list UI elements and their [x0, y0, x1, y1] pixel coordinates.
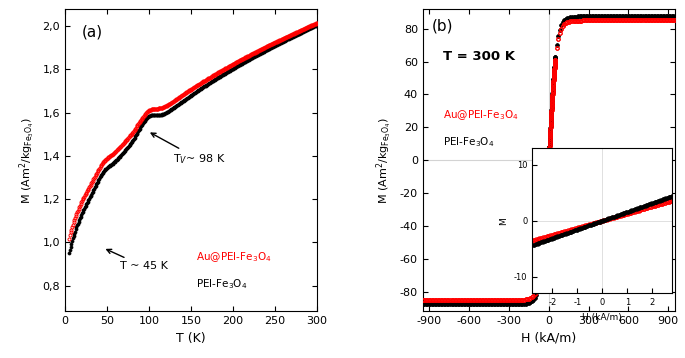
Text: (b): (b) [432, 18, 453, 33]
Text: (a): (a) [82, 24, 103, 39]
Y-axis label: M (Am$^2$/kg$_{\mathregular{Fe_3O_4}}$): M (Am$^2$/kg$_{\mathregular{Fe_3O_4}}$) [375, 117, 395, 204]
X-axis label: H (kA/m): H (kA/m) [521, 332, 576, 345]
X-axis label: T (K): T (K) [176, 332, 206, 345]
Text: Au@PEI-Fe$_3$O$_4$: Au@PEI-Fe$_3$O$_4$ [443, 108, 519, 122]
Text: T = 300 K: T = 300 K [443, 50, 515, 63]
Text: PEI-Fe$_3$O$_4$: PEI-Fe$_3$O$_4$ [196, 277, 247, 291]
Text: Au@PEI-Fe$_3$O$_4$: Au@PEI-Fe$_3$O$_4$ [196, 250, 271, 264]
Text: T$_V$~ 98 K: T$_V$~ 98 K [151, 133, 225, 166]
Y-axis label: M (Am$^2$/kg$_{\mathregular{Fe_3O_4}}$): M (Am$^2$/kg$_{\mathregular{Fe_3O_4}}$) [17, 117, 37, 204]
Text: T ~ 45 K: T ~ 45 K [107, 249, 168, 271]
Text: PEI-Fe$_3$O$_4$: PEI-Fe$_3$O$_4$ [443, 135, 495, 149]
